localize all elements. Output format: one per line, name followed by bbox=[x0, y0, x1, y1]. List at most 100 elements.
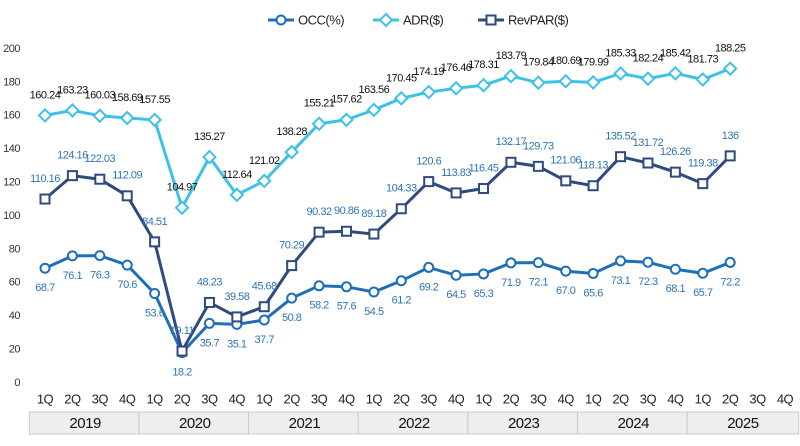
data-point bbox=[423, 261, 435, 273]
x-tick-label: 1Q bbox=[695, 391, 712, 406]
data-point bbox=[505, 257, 517, 269]
data-point bbox=[174, 200, 190, 216]
data-label: 89.18 bbox=[361, 208, 386, 220]
year-label: 2025 bbox=[727, 415, 759, 432]
data-point bbox=[313, 226, 325, 238]
data-label: 48.23 bbox=[197, 276, 222, 288]
data-point bbox=[448, 80, 464, 96]
data-label: 160.03 bbox=[84, 90, 115, 102]
data-label: 163.56 bbox=[359, 84, 390, 96]
year-label: 2020 bbox=[179, 415, 211, 432]
data-point bbox=[532, 160, 544, 172]
data-label: 157.62 bbox=[331, 94, 362, 106]
data-point bbox=[231, 311, 243, 323]
data-label: 157.55 bbox=[139, 94, 170, 106]
x-tick-label: 3Q bbox=[201, 391, 218, 406]
x-tick-label: 1Q bbox=[585, 391, 602, 406]
data-point bbox=[505, 156, 517, 168]
data-label: 90.32 bbox=[307, 206, 332, 218]
year-label: 2024 bbox=[618, 415, 650, 432]
data-label: 104.33 bbox=[386, 183, 417, 195]
data-label: 176.46 bbox=[441, 62, 472, 74]
year-label: 2019 bbox=[69, 415, 101, 432]
data-label: 65.3 bbox=[474, 288, 494, 300]
data-label: 179.99 bbox=[578, 56, 609, 68]
data-point bbox=[695, 72, 711, 87]
data-point bbox=[669, 263, 681, 275]
data-point bbox=[476, 77, 491, 93]
data-point bbox=[39, 193, 51, 205]
y-tick-label: 40 bbox=[9, 310, 21, 322]
data-point bbox=[202, 149, 217, 165]
data-label: 119.38 bbox=[688, 158, 718, 170]
data-label: 174.19 bbox=[413, 66, 444, 78]
x-tick-label: 4Q bbox=[558, 391, 575, 406]
legend-marker bbox=[378, 12, 394, 28]
data-point bbox=[532, 257, 544, 269]
data-label: 18.2 bbox=[172, 367, 192, 379]
data-label: 112.09 bbox=[112, 170, 142, 182]
data-point bbox=[313, 280, 325, 292]
data-label: 53.6 bbox=[145, 307, 165, 319]
data-point bbox=[284, 144, 300, 160]
x-tick-label: 2Q bbox=[64, 391, 81, 406]
data-label: 73.1 bbox=[611, 275, 631, 287]
data-point bbox=[667, 65, 683, 81]
data-label: 179.84 bbox=[523, 57, 554, 69]
x-tick-label: 1Q bbox=[37, 391, 54, 406]
data-point bbox=[339, 112, 354, 128]
data-point bbox=[229, 187, 245, 203]
data-label: 132.17 bbox=[496, 136, 527, 148]
data-label: 84.51 bbox=[142, 216, 167, 228]
data-label: 70.29 bbox=[279, 240, 304, 252]
year-label: 2023 bbox=[508, 415, 540, 432]
data-point bbox=[203, 296, 215, 308]
data-label: 188.25 bbox=[715, 43, 746, 55]
data-point bbox=[366, 102, 382, 118]
data-point bbox=[37, 107, 53, 123]
data-label: 135.52 bbox=[605, 131, 636, 143]
data-point bbox=[121, 190, 133, 202]
data-label: 65.7 bbox=[693, 287, 713, 299]
data-point bbox=[340, 281, 352, 293]
data-label: 129.73 bbox=[523, 140, 554, 152]
data-point bbox=[478, 183, 490, 195]
data-point bbox=[558, 73, 574, 89]
data-label: 181.73 bbox=[687, 53, 718, 65]
data-point bbox=[478, 268, 490, 280]
data-point bbox=[615, 151, 627, 163]
data-point bbox=[393, 90, 409, 106]
data-label: 170.45 bbox=[386, 72, 417, 84]
data-label: 124.16 bbox=[57, 150, 88, 162]
x-tick-label: 2Q bbox=[283, 391, 300, 406]
data-point bbox=[286, 260, 298, 272]
data-label: 50.8 bbox=[282, 312, 302, 324]
data-point bbox=[530, 75, 546, 91]
data-point bbox=[697, 267, 709, 279]
data-point bbox=[640, 71, 656, 87]
data-label: 76.3 bbox=[90, 269, 110, 281]
data-label: 120.6 bbox=[416, 156, 441, 168]
x-tick-label: 3Q bbox=[311, 391, 328, 406]
data-point bbox=[587, 267, 599, 279]
data-point bbox=[585, 75, 601, 90]
y-tick-label: 80 bbox=[9, 243, 21, 255]
data-point bbox=[203, 317, 215, 329]
data-label: 185.42 bbox=[660, 47, 691, 59]
x-tick-label: 3Q bbox=[530, 391, 547, 406]
x-tick-label: 4Q bbox=[229, 391, 246, 406]
x-tick-label: 4Q bbox=[338, 391, 355, 406]
data-label: 57.6 bbox=[337, 301, 357, 313]
data-label: 155.21 bbox=[304, 98, 335, 110]
y-tick-label: 180 bbox=[3, 76, 20, 88]
data-label: 61.2 bbox=[392, 295, 412, 307]
x-tick-label: 2Q bbox=[174, 391, 191, 406]
data-label: 35.7 bbox=[200, 337, 220, 349]
data-label: 160.24 bbox=[30, 89, 61, 101]
y-tick-label: 160 bbox=[3, 110, 20, 122]
data-point bbox=[395, 203, 407, 215]
x-tick-label: 4Q bbox=[777, 391, 794, 406]
data-label: 104.97 bbox=[167, 182, 198, 194]
x-tick-label: 1Q bbox=[475, 391, 492, 406]
